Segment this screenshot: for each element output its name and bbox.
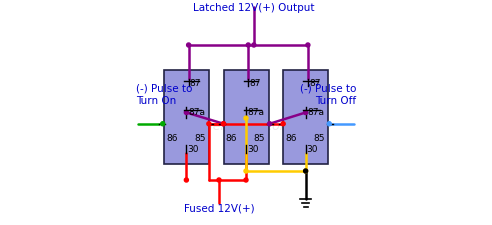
Circle shape (252, 43, 256, 47)
Circle shape (244, 169, 248, 173)
Text: (-) Pulse to
Turn Off: (-) Pulse to Turn Off (300, 83, 356, 106)
Circle shape (186, 43, 191, 47)
Circle shape (244, 116, 248, 120)
Text: Latched 12V(+) Output: Latched 12V(+) Output (193, 3, 314, 13)
Circle shape (161, 122, 165, 126)
Text: 87: 87 (249, 79, 261, 88)
Circle shape (304, 169, 308, 173)
FancyBboxPatch shape (164, 70, 209, 164)
FancyBboxPatch shape (283, 70, 328, 164)
FancyBboxPatch shape (223, 70, 269, 164)
Text: 85: 85 (194, 134, 206, 143)
Text: 86: 86 (166, 134, 178, 143)
Circle shape (246, 43, 250, 47)
Text: Fused 12V(+): Fused 12V(+) (184, 204, 254, 214)
Circle shape (221, 122, 225, 126)
Text: (-) Pulse to
Turn On: (-) Pulse to Turn On (136, 83, 192, 106)
Text: 86: 86 (285, 134, 297, 143)
Text: 87: 87 (190, 79, 201, 88)
Circle shape (268, 122, 272, 126)
Circle shape (304, 169, 308, 173)
Circle shape (207, 122, 211, 126)
Text: 87a: 87a (308, 108, 324, 117)
Circle shape (217, 178, 221, 182)
Text: 30: 30 (307, 145, 318, 154)
Circle shape (184, 178, 188, 182)
Text: 85: 85 (313, 134, 325, 143)
Text: 87a: 87a (188, 108, 205, 117)
Circle shape (244, 178, 248, 182)
Circle shape (221, 122, 225, 126)
Text: 30: 30 (247, 145, 259, 154)
Text: 85: 85 (254, 134, 265, 143)
Circle shape (327, 122, 331, 126)
Circle shape (281, 122, 285, 126)
Circle shape (184, 110, 188, 115)
Text: 86: 86 (226, 134, 237, 143)
Text: 30: 30 (187, 145, 199, 154)
Circle shape (304, 110, 308, 115)
Text: 87a: 87a (248, 108, 265, 117)
Text: 87: 87 (309, 79, 320, 88)
Circle shape (306, 43, 310, 47)
Text: thenewbii.com: thenewbii.com (200, 119, 292, 133)
